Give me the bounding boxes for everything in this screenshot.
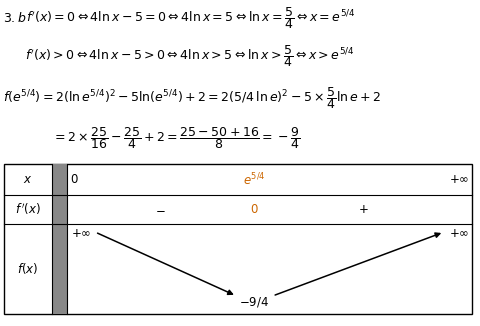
Text: $f'(x)=0\Leftrightarrow 4\mathrm{ln}\,x-5=0\Leftrightarrow 4\mathrm{ln}\,x=5\Lef: $f'(x)=0\Leftrightarrow 4\mathrm{ln}\,x-… xyxy=(26,5,356,31)
Bar xyxy=(52,164,67,314)
Text: $f(x)$: $f(x)$ xyxy=(17,261,39,276)
Bar xyxy=(4,164,472,314)
Text: $-$: $-$ xyxy=(156,203,166,216)
Text: $e^{5/4}$: $e^{5/4}$ xyxy=(243,171,266,188)
Text: $+\infty$: $+\infty$ xyxy=(449,173,469,186)
Text: $0$: $0$ xyxy=(250,203,259,216)
Text: $x$: $x$ xyxy=(24,173,33,186)
Text: $=2\times\dfrac{25}{16}-\dfrac{25}{4}+2=\dfrac{25-50+16}{8}=-\dfrac{9}{4}$: $=2\times\dfrac{25}{16}-\dfrac{25}{4}+2=… xyxy=(52,125,300,151)
Text: $+$: $+$ xyxy=(358,203,369,216)
Text: $+\infty$: $+\infty$ xyxy=(449,227,469,240)
Text: $+\infty$: $+\infty$ xyxy=(71,227,91,240)
Text: $f\,'(x)$: $f\,'(x)$ xyxy=(15,202,41,217)
Text: $f(e^{5/4})=2(\mathrm{ln}\,e^{5/4})^2-5\mathrm{ln}(e^{5/4})+2=2(5/4\,\mathrm{ln}: $f(e^{5/4})=2(\mathrm{ln}\,e^{5/4})^2-5\… xyxy=(3,85,381,111)
Text: $f'(x)>0\Leftrightarrow 4\mathrm{ln}\,x-5>0\Leftrightarrow 4\mathrm{ln}\,x>5\Lef: $f'(x)>0\Leftrightarrow 4\mathrm{ln}\,x-… xyxy=(25,43,355,69)
Text: $0$: $0$ xyxy=(70,173,79,186)
Text: $3.b$: $3.b$ xyxy=(3,11,27,25)
Text: $-9/4$: $-9/4$ xyxy=(240,295,270,309)
